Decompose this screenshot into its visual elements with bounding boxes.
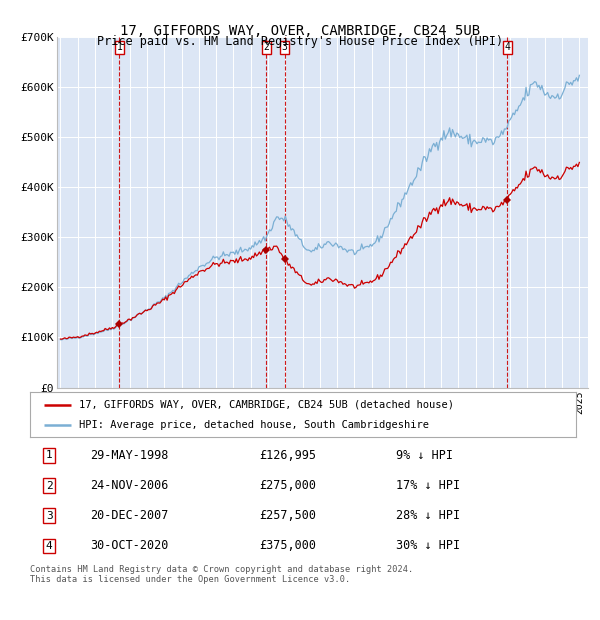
Text: £275,000: £275,000	[259, 479, 316, 492]
Text: 1: 1	[116, 42, 122, 53]
Text: 4: 4	[46, 541, 52, 551]
Text: Price paid vs. HM Land Registry's House Price Index (HPI): Price paid vs. HM Land Registry's House …	[97, 35, 503, 48]
Text: 2: 2	[46, 480, 52, 490]
Text: 2: 2	[263, 42, 269, 53]
Text: 3: 3	[282, 42, 288, 53]
Text: 29-MAY-1998: 29-MAY-1998	[90, 449, 169, 462]
Text: 3: 3	[46, 511, 52, 521]
Text: 17, GIFFORDS WAY, OVER, CAMBRIDGE, CB24 5UB: 17, GIFFORDS WAY, OVER, CAMBRIDGE, CB24 …	[120, 24, 480, 38]
Text: £375,000: £375,000	[259, 539, 316, 552]
Text: 30% ↓ HPI: 30% ↓ HPI	[396, 539, 460, 552]
Text: 4: 4	[504, 42, 510, 53]
Text: Contains HM Land Registry data © Crown copyright and database right 2024.: Contains HM Land Registry data © Crown c…	[30, 565, 413, 575]
Text: 28% ↓ HPI: 28% ↓ HPI	[396, 509, 460, 522]
Text: 1: 1	[46, 450, 52, 460]
Text: HPI: Average price, detached house, South Cambridgeshire: HPI: Average price, detached house, Sout…	[79, 420, 429, 430]
Text: 30-OCT-2020: 30-OCT-2020	[90, 539, 169, 552]
Text: £126,995: £126,995	[259, 449, 316, 462]
Text: £257,500: £257,500	[259, 509, 316, 522]
Text: 17% ↓ HPI: 17% ↓ HPI	[396, 479, 460, 492]
Text: 9% ↓ HPI: 9% ↓ HPI	[396, 449, 453, 462]
Text: 24-NOV-2006: 24-NOV-2006	[90, 479, 169, 492]
Text: This data is licensed under the Open Government Licence v3.0.: This data is licensed under the Open Gov…	[30, 575, 350, 585]
Text: 20-DEC-2007: 20-DEC-2007	[90, 509, 169, 522]
Text: 17, GIFFORDS WAY, OVER, CAMBRIDGE, CB24 5UB (detached house): 17, GIFFORDS WAY, OVER, CAMBRIDGE, CB24 …	[79, 399, 454, 410]
